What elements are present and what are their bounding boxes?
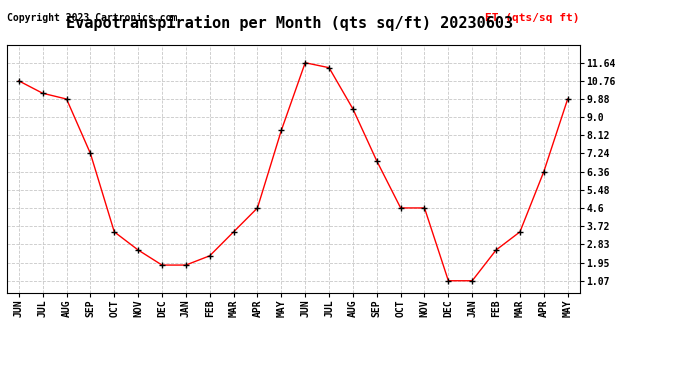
Text: Copyright 2023 Cartronics.com: Copyright 2023 Cartronics.com (7, 13, 177, 23)
Text: Evapotranspiration per Month (qts sq/ft) 20230603: Evapotranspiration per Month (qts sq/ft)… (66, 15, 513, 31)
Text: ET (qts/sq ft): ET (qts/sq ft) (485, 13, 580, 23)
